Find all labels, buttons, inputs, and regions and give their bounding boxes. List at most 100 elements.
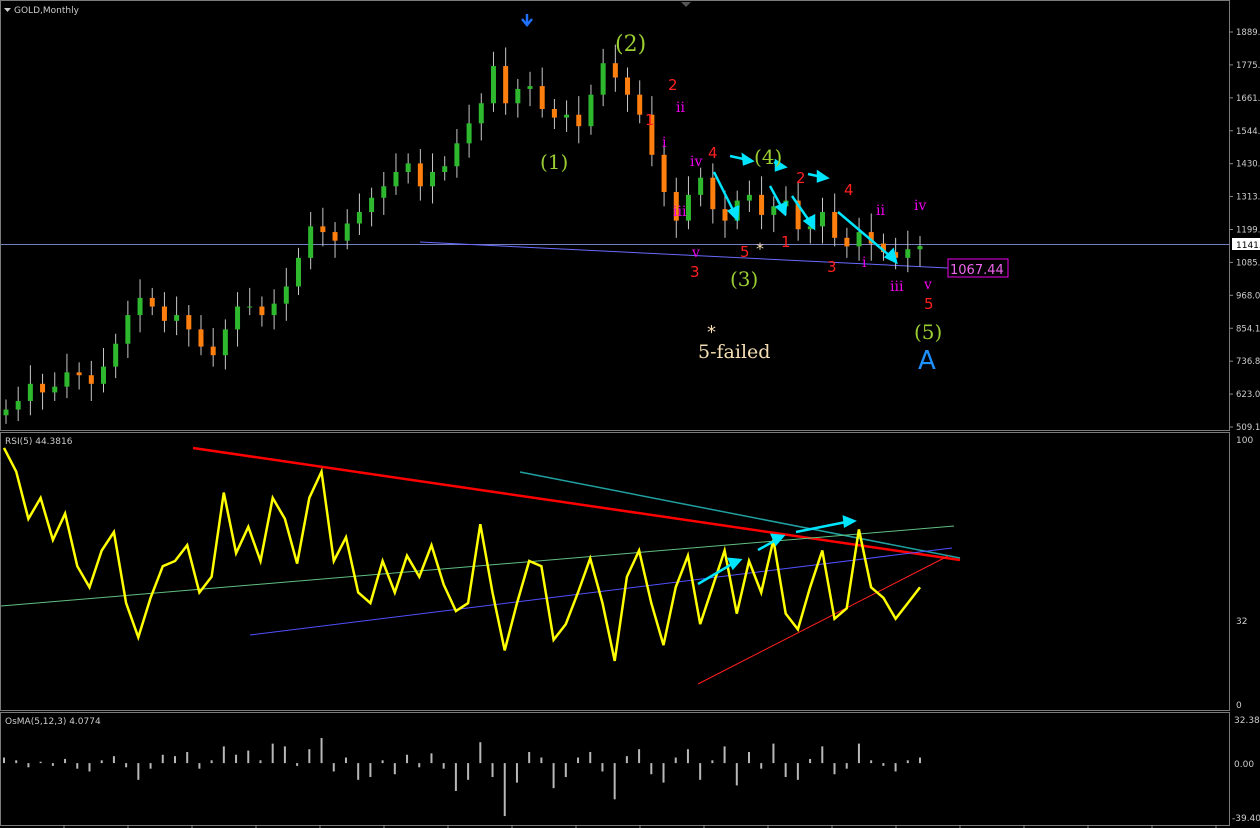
wave-label-red-2: 2 [668, 76, 678, 94]
candle-body [588, 94, 594, 127]
rsi-red-support-line [697, 555, 949, 685]
candle-body [600, 63, 606, 95]
osma-axis-bottom: -39.40 [1232, 814, 1260, 824]
cyan-arrowhead-icon [769, 533, 786, 547]
price-axis-label: 1199. [1236, 226, 1260, 236]
osma-axis-zero: 0.00 [1234, 760, 1254, 770]
cyan-arrowhead-icon [741, 152, 755, 166]
wave-label-mag-iv: iv [690, 154, 702, 170]
price-axis-label: 1313. [1236, 193, 1260, 203]
rsi-axis-0: 0 [1236, 701, 1242, 711]
dropdown-arrow-icon[interactable] [4, 8, 11, 12]
rsi-blue-trendline [249, 547, 953, 636]
candle-body [27, 383, 33, 401]
price-panel-frame [0, 0, 1230, 431]
wave-label-green-3: (3) [730, 267, 758, 291]
candle-body [820, 212, 826, 227]
candle-body [247, 306, 253, 308]
candle-body [88, 375, 94, 384]
symbol-title[interactable]: GOLD,Monthly [4, 6, 80, 16]
wave-label-red-4: 4 [708, 144, 718, 162]
price-axis-label: 1661. [1236, 94, 1260, 104]
cyan-arrow-icon [795, 520, 847, 534]
wave-label-green-1: (1) [540, 150, 568, 174]
failed-star: * [707, 322, 716, 343]
candle-body [795, 200, 801, 230]
candle-body [893, 252, 899, 258]
cyan-arrow-icon [837, 211, 891, 257]
current-price-box [1232, 238, 1260, 250]
price-axis-label: 1775. [1236, 61, 1260, 71]
cyan-arrowhead-icon [842, 515, 857, 529]
candle-body [539, 86, 545, 110]
candle-body [100, 366, 106, 384]
wave-label-mag-iii2: iii [890, 279, 904, 295]
candle-body [332, 232, 338, 241]
cyan-arrowhead-icon [816, 169, 830, 183]
price-axis-label: 736.8 [1236, 357, 1260, 367]
osma-histogram [3, 738, 921, 817]
price-cyan-arrows [712, 152, 898, 265]
candle-body [417, 163, 423, 187]
candle-body [430, 171, 436, 187]
candle-body [64, 372, 70, 387]
candle-body [551, 109, 557, 118]
candle-body [125, 315, 131, 344]
candle-body [466, 123, 472, 144]
price-axis-label: 1085. [1236, 258, 1260, 268]
cyan-arrowhead-icon [726, 557, 743, 571]
price-support-line [419, 241, 949, 269]
candle-body [515, 88, 521, 104]
candle-body [198, 329, 204, 347]
rsi-panel-frame [0, 432, 1230, 711]
rsi-axis-32: 32 [1236, 617, 1247, 627]
wave-label-mag-iii: iii [673, 204, 687, 220]
level-label-box [947, 258, 1009, 278]
candle-body [832, 212, 838, 238]
failed-text: 5-failed [698, 341, 770, 363]
candle-body [235, 306, 241, 330]
cyan-arrow-icon [712, 171, 736, 213]
cyan-arrowhead-icon [802, 213, 816, 231]
price-axis-label: 1430. [1236, 160, 1260, 170]
rsi-cyan-arrows [697, 515, 857, 586]
wave-label-green-5: (5) [914, 320, 942, 344]
wave-labels: (1) (2) (3) (4) (5) 2 1 4 5 3 1 2 4 3 5 … [540, 32, 942, 376]
candle-body [40, 383, 46, 393]
candle-body [685, 194, 691, 221]
candle-body [222, 329, 228, 356]
wave-label-a: A [918, 346, 936, 376]
cyan-arrowhead-icon [726, 205, 740, 222]
candle-body [15, 400, 21, 410]
candle-body [771, 206, 777, 215]
candle-body [527, 86, 533, 89]
price-axis-label: 1544. [1236, 127, 1260, 137]
candle-body [856, 232, 862, 247]
candle-body [137, 297, 143, 316]
scroll-marker-icon[interactable] [681, 2, 691, 7]
candle-body [186, 315, 192, 330]
cyan-arrow-icon [757, 538, 777, 552]
price-axis: 1889. 1775. 1661. 1544. 1430. 1313. 1199. 1085.… [1229, 28, 1260, 433]
window-title: GOLD,Monthly [14, 6, 80, 16]
candle-body [76, 372, 82, 376]
candle-body [405, 163, 411, 172]
price-axis-label: 623.0 [1236, 390, 1260, 400]
top-down-arrow-icon [521, 14, 533, 27]
candles-layer [3, 44, 923, 424]
rsi-title: RSI(5) 44.3816 [5, 437, 73, 447]
rsi-green-trendline [0, 525, 955, 607]
panel-frames [0, 0, 1230, 826]
rsi-line [2, 447, 921, 662]
cyan-arrowhead-icon [883, 247, 898, 265]
candle-body [503, 66, 509, 104]
candle-body [722, 209, 728, 221]
cyan-arrowhead-icon [774, 158, 788, 172]
candle-body [612, 63, 618, 78]
candle-body [490, 66, 496, 104]
candle-body [710, 177, 716, 210]
wave-label-mag-i2: i [862, 255, 867, 271]
wave-label-mag-ii: ii [676, 100, 685, 116]
candle-body [393, 171, 399, 187]
